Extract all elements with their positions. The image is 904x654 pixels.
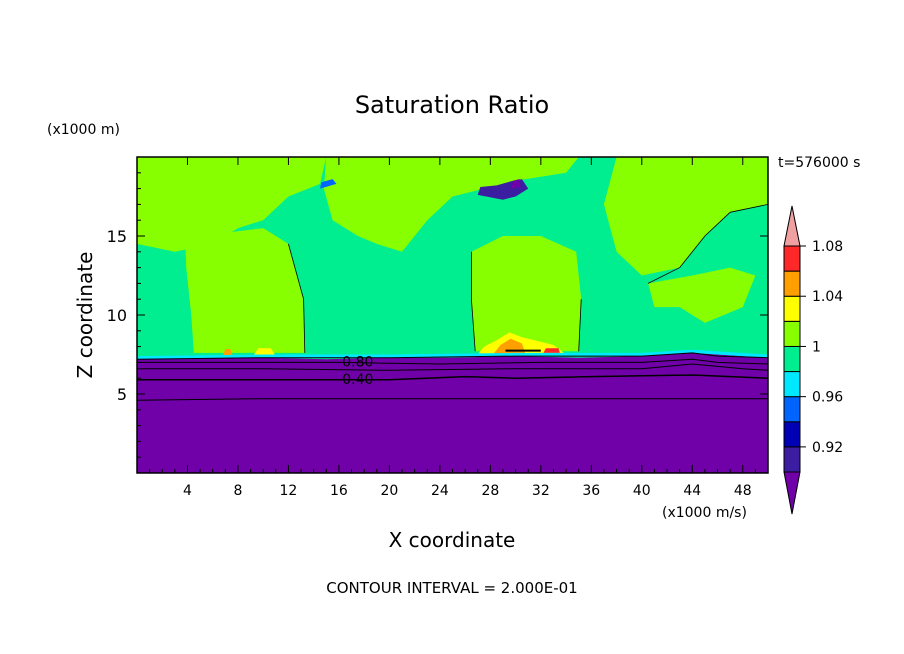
x-tick-label: 12 [280, 483, 298, 499]
x-tick-label: 36 [582, 483, 600, 499]
region-supersat-top-left [137, 157, 327, 252]
contour-interval-note: CONTOUR INTERVAL = 2.000E-01 [326, 579, 577, 597]
colorbar-box [783, 371, 801, 398]
patch-red-mid [543, 348, 560, 353]
contour-line-boundary-mid-right [578, 299, 582, 352]
contour-label-1: 0.40 [342, 372, 373, 388]
patch-yellow-left [253, 348, 276, 357]
region-dry-layer [137, 352, 768, 473]
colorbar-tick-label: 1.08 [812, 239, 843, 255]
colorbar-box [783, 320, 801, 347]
colorbar-box [783, 270, 801, 297]
region-supersat-mid [471, 236, 582, 352]
x-tick-label: 28 [481, 483, 499, 499]
x-tick-label: 24 [431, 483, 449, 499]
x-axis-label: X coordinate [389, 528, 516, 552]
x-tick-label: 4 [183, 483, 192, 499]
colorbar-box [783, 295, 801, 322]
x-tick-label: 48 [734, 483, 752, 499]
y-units-label: (x1000 m) [47, 122, 120, 138]
colorbar-box [783, 396, 801, 423]
region-dry-core [510, 179, 521, 189]
colorbar: 0.92 0.96 1 1.04 1.08 [783, 205, 843, 515]
region-supersat-right [648, 267, 756, 323]
chart-title: Saturation Ratio [355, 91, 549, 119]
colorbar-tick-label: 1.04 [812, 289, 843, 305]
x-units-label: (x1000 m/s) [662, 505, 747, 521]
region-dry-small [320, 179, 337, 189]
y-axis-label: Z coordinate [73, 252, 97, 379]
x-tick-label: 40 [633, 483, 651, 499]
region-transition-strip [137, 349, 768, 360]
colorbar-box [783, 245, 801, 272]
colorbar-box [783, 345, 801, 373]
contour-line-boundary-left [288, 243, 306, 353]
contour-label-0: 0.80 [342, 354, 373, 370]
contour-line-0-80 [137, 358, 768, 365]
contour-line-0-60 [137, 363, 768, 371]
contour-field [137, 157, 768, 473]
y-tick-label: 10 [107, 306, 127, 325]
time-label: t=576000 s [778, 155, 860, 171]
colorbar-lower-extension [783, 471, 801, 515]
x-tick-label: 32 [532, 483, 550, 499]
colorbar-tick-label: 0.92 [812, 440, 843, 456]
contour-line-1-00 [137, 352, 768, 360]
x-tick-label: 20 [380, 483, 398, 499]
contour-line-boundary-mid [470, 251, 476, 352]
contour-line-0-40 [137, 374, 768, 381]
colorbar-box [783, 421, 801, 448]
y-tick-label: 15 [107, 227, 127, 246]
region-supersat-top-right [603, 157, 768, 276]
region-supersat-left [185, 228, 305, 353]
contour-line-0-20 [137, 398, 768, 401]
contour-line-boundary-right [647, 204, 768, 284]
patch-orange-left [222, 349, 233, 357]
colorbar-tick-label: 0.96 [812, 390, 843, 406]
x-tick-label: 8 [233, 483, 242, 499]
colorbar-upper-extension [783, 205, 801, 247]
x-tick-label: 44 [683, 483, 701, 499]
colorbar-box [783, 446, 801, 473]
x-tick-label: 16 [330, 483, 348, 499]
colorbar-tick-label: 1 [812, 339, 821, 355]
contour-lines [137, 204, 768, 401]
y-tick-label: 5 [117, 385, 127, 404]
